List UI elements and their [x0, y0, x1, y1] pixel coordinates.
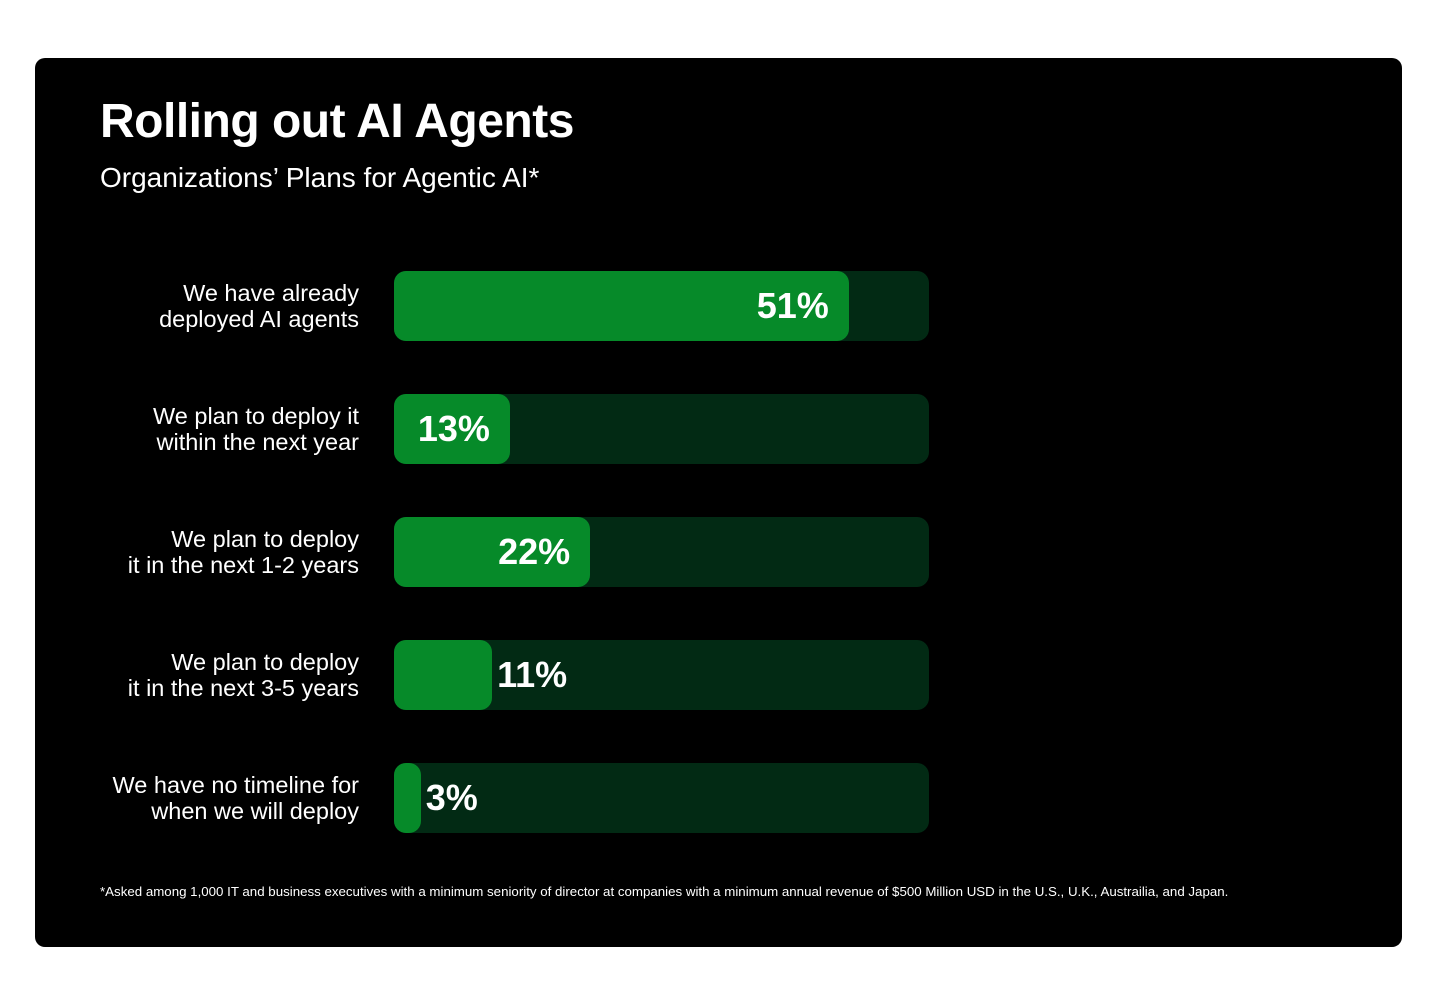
category-label-line: We plan to deploy: [171, 649, 359, 675]
category-label-line: within the next year: [156, 429, 359, 455]
bar-row: We have already deployed AI agents 51%: [35, 271, 1035, 341]
category-label-line: We plan to deploy it: [153, 403, 359, 429]
bar: [394, 517, 591, 587]
bar-row: We plan to deploy it within the next year…: [35, 394, 1035, 464]
footnote: *Asked among 1,000 IT and business execu…: [100, 884, 1229, 899]
category-label-line: it in the next 3-5 years: [127, 675, 359, 701]
category-label-line: We have no timeline for: [112, 772, 359, 798]
category-label: We plan to deploy it within the next year: [39, 403, 359, 455]
value-label: 3%: [425, 777, 478, 818]
category-label-line: We have already: [183, 280, 359, 306]
bar-row: We have no timeline for when we will depl…: [35, 763, 1035, 833]
bar-row: We plan to deploy it in the next 3-5 year…: [35, 640, 1035, 710]
bar: [394, 271, 849, 341]
category-label: We have already deployed AI agents: [39, 280, 359, 332]
bar-track: [394, 763, 929, 833]
bar: [394, 763, 421, 833]
category-label: We plan to deploy it in the next 3-5 year…: [39, 649, 359, 701]
chart-card: Rolling out AI Agents Organizations’ Pla…: [35, 58, 1402, 947]
value-label: 22%: [498, 531, 571, 572]
bar-row: We plan to deploy it in the next 1-2 year…: [35, 517, 1035, 587]
category-label: We have no timeline for when we will depl…: [39, 772, 359, 824]
value-label: 13%: [417, 408, 490, 449]
chart-title: Rolling out AI Agents: [100, 95, 574, 148]
category-label-line: it in the next 1-2 years: [127, 552, 359, 578]
value-label: 11%: [497, 654, 568, 695]
chart-subtitle: Organizations’ Plans for Agentic AI*: [100, 162, 540, 193]
category-label-line: deployed AI agents: [159, 306, 359, 332]
bar: [394, 640, 493, 710]
bar: [394, 394, 510, 464]
category-label-line: We plan to deploy: [171, 526, 359, 552]
category-label-line: when we will deploy: [151, 798, 359, 824]
value-label: 51%: [756, 285, 829, 326]
category-label: We plan to deploy it in the next 1-2 year…: [39, 526, 359, 578]
